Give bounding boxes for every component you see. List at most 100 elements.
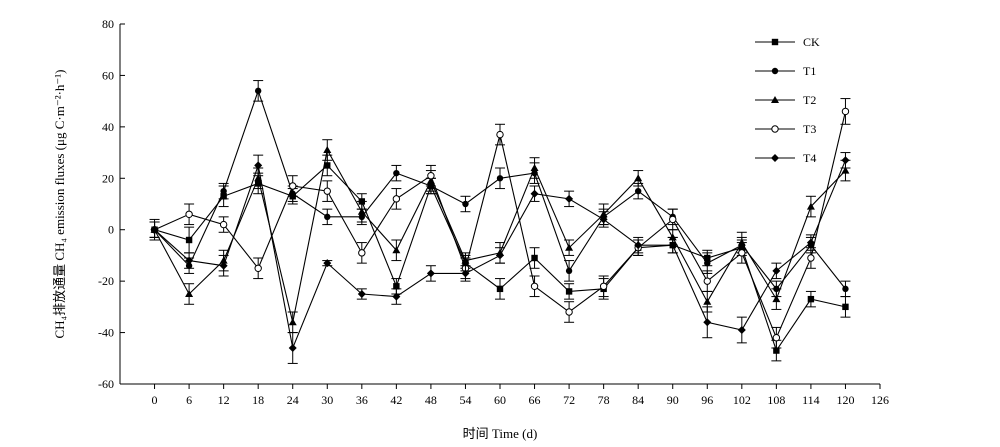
x-tick-label: 0 [152,393,158,407]
x-axis-title: 时间 Time (d) [463,426,538,441]
legend-item-t4: T4 [755,151,816,165]
x-tick-label: 126 [871,393,889,407]
data-point-t4 [565,194,574,203]
data-point-t3 [599,282,608,290]
data-point-t2 [392,246,401,254]
data-point-t3 [323,187,331,195]
data-point-ck [324,162,331,169]
data-point-ck [531,254,538,262]
data-point-t3 [530,282,539,290]
data-point-t4 [772,266,781,275]
data-point-t3 [565,308,573,316]
x-tick-label: 108 [767,393,785,407]
legend-marker-ck [771,38,779,46]
ticks-layer: -60 -40 -20 0 20 40 60 80 0 6 12 18 24 30 36 42 48 54 60 66… [98,17,889,407]
data-point-t3 [392,195,401,203]
x-tick-label: 48 [425,393,437,407]
x-tick-label: 12 [218,393,230,407]
data-point-t3 [427,172,435,180]
y-tick-label: 80 [102,17,114,31]
data-point-t1 [634,187,642,195]
data-point-t1 [254,87,262,95]
legend: CK T1 T2 T3 T4 [755,35,820,165]
data-point-t2 [772,295,781,303]
data-point-ck [773,347,780,354]
x-tick-label: 30 [321,393,333,407]
data-point-t4 [150,225,159,234]
data-point-t3 [289,182,297,190]
x-tick-label: 84 [632,393,644,407]
legend-item-t3: T3 [755,122,816,136]
data-point-t1 [324,213,331,221]
y-tick-label: 40 [102,120,114,134]
data-point-t2 [841,166,850,174]
legend-marker-t2 [771,96,779,103]
x-tick-label: 78 [598,393,610,407]
data-point-t4 [496,251,504,260]
legend-label-t3: T3 [803,122,816,136]
legend-item-ck: CK [755,35,820,49]
data-point-t4 [254,161,263,170]
data-point-t3 [703,277,711,285]
series-t4 [149,152,851,364]
data-point-t3 [738,249,746,257]
data-point-t4 [634,241,643,250]
x-tick-label: 90 [667,393,679,407]
y-tick-label: 20 [102,171,114,185]
x-tick-label: 96 [701,393,713,407]
data-point-t2 [323,146,332,153]
data-point-t1 [842,285,849,293]
data-point-t2 [288,318,297,326]
y-tick-label: -40 [98,326,114,340]
data-point-t1 [704,259,711,267]
data-point-t4 [357,290,366,298]
data-point-ck [565,288,573,295]
x-tick-label: 102 [733,393,751,407]
data-point-t3 [185,210,193,218]
legend-marker-t1 [771,67,779,75]
data-point-t4 [219,261,228,270]
data-point-t3 [669,215,677,224]
data-point-t1 [496,175,504,182]
data-point-t4 [426,269,435,278]
data-point-t4 [461,269,470,278]
data-point-t2 [254,174,263,182]
x-tick-label: 72 [563,393,575,407]
y-tick-label: -60 [98,377,114,391]
data-point-t1 [462,200,469,208]
x-tick-label: 36 [356,393,368,407]
series-t1 [149,80,851,298]
data-point-t4 [288,344,297,352]
x-tick-label: 6 [186,393,192,407]
data-point-t4 [323,259,332,268]
data-point-ck [842,303,849,311]
legend-label-t2: T2 [803,93,816,107]
data-point-t4 [392,292,401,301]
data-point-t3 [841,107,850,116]
axes-layer [119,24,880,385]
data-point-t3 [358,249,366,257]
data-point-t4 [668,241,677,250]
data-point-t4 [703,318,712,327]
data-point-t3 [254,264,262,272]
y-tick-label: -20 [98,274,114,288]
data-point-t3 [219,220,228,229]
x-tick-label: 66 [529,393,541,407]
legend-label-t1: T1 [803,64,816,78]
y-tick-label: 60 [102,68,114,82]
x-tick-label: 114 [802,393,820,407]
data-point-t4 [530,189,539,198]
legend-item-t1: T1 [755,64,816,78]
data-point-t2 [806,202,815,210]
series-line-t3 [154,111,846,340]
data-point-t2 [565,243,574,251]
x-tick-label: 60 [494,393,506,407]
legend-label-t4: T4 [803,151,816,165]
data-point-ck [496,285,504,293]
data-point-t2 [357,207,366,215]
data-point-t4 [806,238,815,247]
data-point-t4 [185,256,194,265]
data-point-t1 [220,187,227,195]
data-point-t1 [565,267,573,275]
